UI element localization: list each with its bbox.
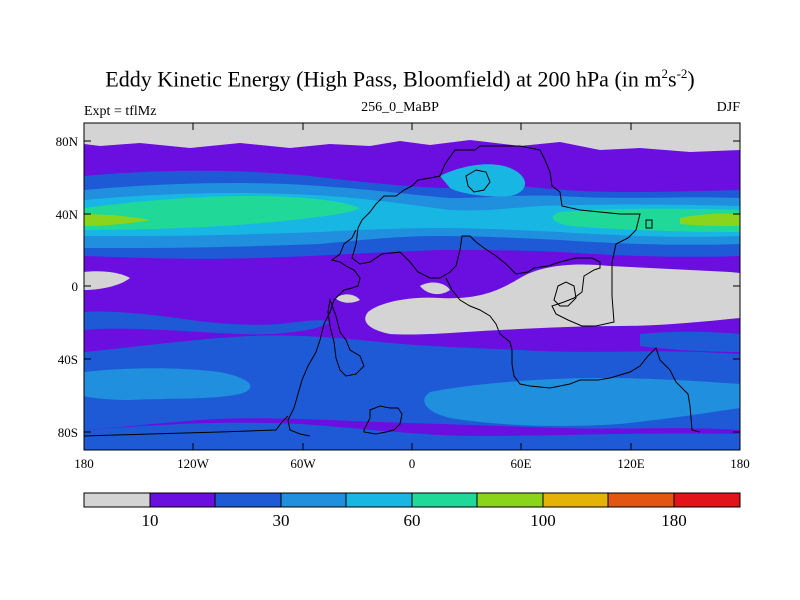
band-sh-20-30-b: [84, 422, 740, 450]
coastline-eurasia: [351, 145, 641, 327]
colorbar-box-1: [149, 492, 216, 508]
coastline-inner-a: [327, 298, 365, 377]
band-tropics-low-a: [84, 271, 130, 290]
band-tropics-low-c: [365, 264, 740, 335]
band-sh-patch-d: [84, 311, 330, 335]
chart-subtitle: 256_0_MaBP: [361, 100, 439, 115]
lon-tick-label: 0: [409, 456, 416, 471]
lat-tick-label: 40S: [58, 352, 78, 367]
season-label: DJF: [716, 100, 740, 115]
contour-field: [84, 123, 740, 450]
lon-tick-label: 120E: [617, 456, 645, 471]
chart-title: Eddy Kinetic Energy (High Pass, Bloomfie…: [105, 66, 695, 92]
colorbar-label: 10: [142, 511, 159, 530]
colorbar-box-8: [607, 492, 675, 508]
band-nh-60-80-a: [84, 196, 360, 230]
colorbar-label: 30: [273, 511, 290, 530]
lat-ticks: [84, 140, 740, 433]
coastlines: [84, 145, 701, 437]
colorbar-label: 60: [404, 511, 421, 530]
experiment-label: Expt = tflMz: [84, 104, 157, 119]
lon-ticks: [83, 123, 741, 450]
colorbar-box-6: [476, 492, 544, 508]
colorbar-label: 180: [661, 511, 687, 530]
colorbar-box-7: [542, 492, 609, 508]
coastline-americas: [287, 229, 361, 437]
band-sh-patch-e: [640, 331, 740, 352]
band-sh-30-45-b: [424, 378, 740, 426]
lat-tick-label: 80N: [56, 134, 79, 149]
colorbar: [83, 492, 741, 508]
coastline-small-a: [645, 219, 653, 229]
colorbar-box-4: [345, 492, 413, 508]
lon-tick-label: 120W: [177, 456, 210, 471]
lat-tick-label: 0: [72, 279, 79, 294]
coastline-sh-american: [84, 415, 289, 437]
colorbar-box-5: [411, 492, 478, 508]
coastline-antarctic-peninsula: [363, 405, 403, 435]
band-nh-45-60-b: [440, 164, 525, 197]
lat-tick-label: 80S: [58, 425, 78, 440]
lat-tick-label: 40N: [56, 207, 79, 222]
coastline-se-asia: [553, 281, 577, 307]
colorbar-label: 100: [530, 511, 556, 530]
band-tropics-low-b: [335, 294, 360, 303]
colorbar-box-3: [280, 492, 347, 508]
band-sh-30-45-a: [84, 368, 251, 400]
colorbar-box-2: [214, 492, 282, 508]
colorbar-box-0: [83, 492, 151, 508]
lon-tick-label: 60E: [511, 456, 532, 471]
coastline-greenland: [465, 169, 491, 193]
band-arctic-low: [84, 123, 740, 152]
band-nh-80-100-a: [84, 214, 150, 226]
colorbar-box-9: [673, 492, 741, 508]
band-sh-patch-c: [218, 342, 268, 356]
lon-tick-label: 60W: [290, 456, 316, 471]
band-tropics-low-d: [420, 282, 450, 295]
lon-tick-label: 180: [730, 456, 750, 471]
lon-tick-label: 180: [74, 456, 94, 471]
band-nh-80-100-b: [680, 213, 740, 226]
coastline-africa: [445, 277, 701, 433]
